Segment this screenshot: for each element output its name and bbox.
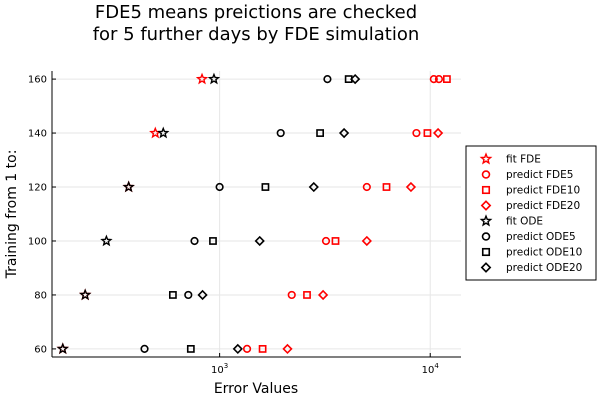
series-predict-fde5 bbox=[242, 74, 444, 354]
y-axis-label: Training from 1 to: bbox=[4, 150, 20, 280]
point-predict-fde5 bbox=[412, 128, 421, 138]
legend-item-fit-ode: fit ODE bbox=[479, 214, 543, 228]
legend-label-predict-fde20: predict FDE20 bbox=[506, 200, 580, 212]
x-tick-label: 104 bbox=[422, 362, 440, 376]
legend-item-fit-fde: fit FDE bbox=[479, 152, 541, 166]
series-predict-ode20 bbox=[197, 73, 361, 355]
y-tick-label: 60 bbox=[34, 344, 47, 355]
x-tick-exponent: 4 bbox=[434, 362, 439, 370]
point-predict-fde20 bbox=[317, 289, 329, 301]
point-predict-ode20 bbox=[254, 235, 265, 247]
legend-marker-predict-fde10 bbox=[481, 185, 491, 195]
point-predict-ode5 bbox=[215, 182, 224, 192]
point-predict-ode10 bbox=[261, 183, 270, 191]
point-predict-fde10 bbox=[443, 75, 451, 83]
y-tick-label: 120 bbox=[28, 183, 47, 194]
y-tick-label: 140 bbox=[28, 129, 47, 140]
legend-label-fit-ode: fit ODE bbox=[506, 216, 543, 228]
grid-lines bbox=[52, 71, 461, 357]
point-predict-ode5 bbox=[140, 344, 149, 354]
point-predict-ode20 bbox=[232, 343, 243, 355]
point-predict-ode10 bbox=[186, 345, 195, 353]
point-predict-ode5 bbox=[276, 128, 285, 138]
legend-label-predict-ode5: predict ODE5 bbox=[506, 231, 576, 243]
legend-label-predict-fde5: predict FDE5 bbox=[506, 169, 573, 181]
point-predict-ode5 bbox=[184, 290, 193, 300]
point-predict-fde20 bbox=[361, 235, 372, 247]
point-predict-ode20 bbox=[308, 181, 319, 193]
point-predict-fde20 bbox=[282, 343, 293, 355]
legend-label-predict-ode20: predict ODE20 bbox=[506, 262, 582, 274]
axes bbox=[51, 71, 461, 358]
point-fit-fde bbox=[195, 72, 209, 85]
point-predict-ode5 bbox=[190, 236, 199, 246]
legend-item-predict-fde20: predict FDE20 bbox=[480, 200, 580, 212]
point-predict-fde5 bbox=[429, 74, 438, 84]
point-predict-ode10 bbox=[209, 237, 217, 245]
point-predict-ode10 bbox=[168, 291, 177, 299]
legend: fit FDE predict FDE5 predict FDE10 predict … bbox=[465, 145, 597, 281]
series-predict-fde10 bbox=[258, 75, 451, 353]
point-fit-ode bbox=[100, 234, 113, 247]
series-predict-ode10 bbox=[168, 75, 353, 353]
point-predict-ode10 bbox=[316, 129, 325, 137]
chart-title-line-2: for 5 further days by FDE simulation bbox=[92, 24, 420, 45]
legend-marker-fit-fde bbox=[479, 152, 493, 165]
legend-item-predict-fde5: predict FDE5 bbox=[481, 169, 573, 181]
x-tick-exponent: 3 bbox=[224, 362, 228, 370]
legend-marker-predict-ode5 bbox=[481, 232, 491, 241]
y-tick-label: 80 bbox=[34, 290, 47, 301]
point-predict-fde5 bbox=[434, 74, 444, 84]
y-tick-label: 100 bbox=[28, 236, 47, 247]
point-predict-fde5 bbox=[362, 182, 371, 192]
legend-marker-predict-fde20 bbox=[480, 200, 492, 211]
y-tick-label: 160 bbox=[28, 75, 47, 86]
legend-label-fit-fde: fit FDE bbox=[506, 154, 541, 166]
point-predict-fde10 bbox=[258, 345, 267, 353]
point-predict-fde5 bbox=[321, 236, 331, 246]
point-predict-ode20 bbox=[350, 73, 361, 85]
legend-item-predict-fde10: predict FDE10 bbox=[481, 185, 580, 197]
series-fit-fde bbox=[56, 72, 209, 355]
point-fit-ode bbox=[207, 72, 221, 85]
legend-marker-predict-ode20 bbox=[480, 262, 492, 273]
point-predict-fde10 bbox=[303, 291, 311, 299]
point-fit-ode bbox=[157, 126, 170, 139]
point-predict-fde20 bbox=[405, 181, 417, 193]
point-predict-fde5 bbox=[242, 344, 252, 354]
legend-marker-predict-ode10 bbox=[481, 247, 491, 257]
legend-item-predict-ode20: predict ODE20 bbox=[480, 262, 582, 274]
point-predict-fde10 bbox=[423, 129, 432, 137]
series-fit-ode bbox=[56, 72, 221, 355]
point-predict-fde5 bbox=[287, 290, 296, 300]
point-fit-ode bbox=[79, 288, 92, 301]
legend-label-predict-fde10: predict FDE10 bbox=[506, 185, 580, 197]
x-axis-label: Error Values bbox=[214, 381, 298, 397]
point-fit-ode bbox=[56, 342, 69, 355]
series-predict-ode5 bbox=[140, 74, 332, 354]
chart-title-line-1: FDE5 means preictions are checked bbox=[94, 2, 418, 23]
legend-item-predict-ode10: predict ODE10 bbox=[481, 247, 582, 259]
point-predict-fde10 bbox=[331, 237, 340, 245]
legend-box bbox=[465, 145, 597, 281]
point-predict-fde10 bbox=[382, 183, 391, 191]
point-predict-ode20 bbox=[338, 127, 350, 139]
point-predict-fde20 bbox=[432, 127, 444, 139]
point-predict-ode20 bbox=[197, 289, 208, 301]
legend-marker-fit-ode bbox=[479, 214, 493, 227]
point-fit-ode bbox=[122, 180, 135, 193]
data-points bbox=[56, 72, 451, 355]
legend-marker-predict-fde5 bbox=[481, 170, 491, 179]
series-predict-fde20 bbox=[282, 127, 444, 355]
legend-item-predict-ode5: predict ODE5 bbox=[481, 231, 576, 243]
point-predict-ode5 bbox=[323, 74, 332, 84]
x-tick-label: 103 bbox=[211, 362, 228, 376]
legend-label-predict-ode10: predict ODE10 bbox=[506, 247, 582, 259]
axis-ticks: 103 104 60 80 100 120 140 160 bbox=[28, 75, 439, 376]
